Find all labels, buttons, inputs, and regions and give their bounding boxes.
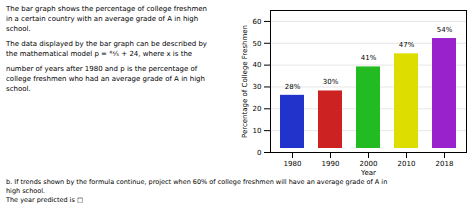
svg-text:2000: 2000 — [360, 160, 378, 168]
svg-text:Year: Year — [360, 169, 376, 177]
svg-text:60: 60 — [253, 18, 262, 26]
html-text:school.: school. — [6, 25, 31, 33]
svg-text:40: 40 — [253, 61, 262, 69]
html-text:college freshmen who had an av: college freshmen who had an average grad… — [6, 75, 205, 83]
html-text:The data displayed by the bar: The data displayed by the bar graph can … — [6, 40, 207, 48]
svg-text:0: 0 — [257, 149, 261, 157]
svg-text:54%: 54% — [437, 26, 453, 34]
html-text:school.: school. — [6, 85, 31, 93]
svg-text:2010: 2010 — [398, 160, 416, 168]
svg-text:28%: 28% — [285, 83, 301, 91]
html-text:in a certain country with an a: in a certain country with an average gra… — [6, 15, 199, 23]
svg-text:20: 20 — [253, 105, 262, 113]
svg-text:1980: 1980 — [284, 160, 302, 168]
svg-text:50: 50 — [253, 40, 262, 48]
svg-text:1990: 1990 — [322, 160, 340, 168]
html-text:the mathematical model p = ⁴ˣ⁄: the mathematical model p = ⁴ˣ⁄₅ + 24, wh… — [6, 50, 193, 58]
svg-text:47%: 47% — [399, 41, 415, 49]
html-text:number of years after 1980 and: number of years after 1980 and p is the … — [6, 65, 198, 73]
svg-text:2018: 2018 — [436, 160, 454, 168]
svg-text:41%: 41% — [361, 54, 377, 62]
svg-text:30: 30 — [253, 83, 262, 91]
html-text:high school.: high school. — [6, 187, 46, 195]
html-text:The bar graph shows the percen: The bar graph shows the percentage of co… — [6, 5, 207, 13]
svg-text:Percentage of College Freshmen: Percentage of College Freshmen — [241, 25, 249, 138]
svg-text:30%: 30% — [323, 78, 339, 86]
svg-text:10: 10 — [253, 127, 262, 135]
html-text:The year predicted is □: The year predicted is □ — [6, 196, 83, 204]
html-text:b. If trends shown by the form: b. If trends shown by the formula contin… — [6, 178, 388, 186]
